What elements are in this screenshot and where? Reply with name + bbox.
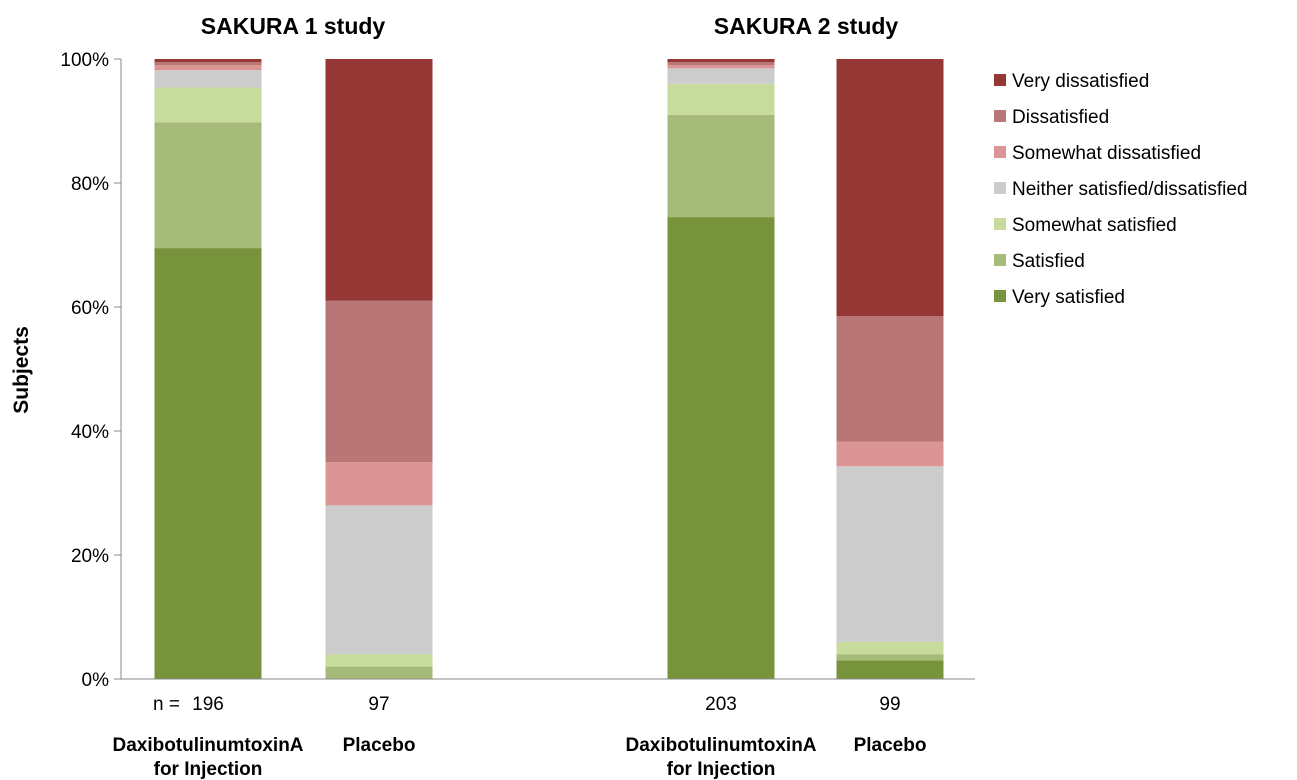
bar-segment: [325, 654, 433, 667]
bar-segment: [836, 654, 944, 661]
y-tick-label: 40%: [71, 422, 109, 443]
category-label: for Injection: [154, 759, 263, 780]
legend-swatch: [994, 74, 1006, 86]
legend-label: Satisfied: [1012, 251, 1085, 272]
legend-swatch: [994, 146, 1006, 158]
panel-title: SAKURA 2 study: [714, 13, 899, 39]
legend-swatch: [994, 182, 1006, 194]
legend-swatch: [994, 110, 1006, 122]
bar-segment: [667, 114, 775, 218]
bar-segment: [667, 83, 775, 115]
bar-segment: [325, 300, 433, 462]
bar-segment: [154, 122, 262, 249]
category-label: for Injection: [667, 759, 776, 780]
bar-segment: [154, 62, 262, 66]
legend: Very dissatisfied Dissatisfied Somewhat di…: [994, 71, 1248, 308]
bar-segment: [667, 65, 775, 69]
y-axis-label: Subjects: [10, 326, 33, 414]
bar-segment: [667, 59, 775, 63]
y-tick-label: 100%: [60, 50, 109, 71]
y-axis-ticks: 0% 20% 40% 60% 80% 100%: [60, 50, 121, 691]
bar-segment: [154, 87, 262, 123]
sample-size-prefix: n =: [153, 694, 180, 715]
category-label: Placebo: [854, 735, 927, 756]
bar-segment: [836, 660, 944, 679]
legend-label: Neither satisfied/dissatisfied: [1012, 179, 1248, 200]
category-label: DaxibotulinumtoxinA: [625, 735, 816, 756]
sample-size-label: 196: [192, 694, 224, 715]
sample-size-label: 99: [879, 694, 900, 715]
bar-segment: [667, 68, 775, 84]
legend-label: Dissatisfied: [1012, 107, 1109, 128]
bar-segment: [667, 217, 775, 679]
category-label: Placebo: [343, 735, 416, 756]
legend-label: Very satisfied: [1012, 287, 1125, 308]
legend-swatch: [994, 254, 1006, 266]
sample-size-label: 203: [705, 694, 737, 715]
bar-segment: [154, 65, 262, 71]
sample-size-label: 97: [368, 694, 389, 715]
y-tick-label: 20%: [71, 546, 109, 567]
y-tick-label: 80%: [71, 174, 109, 195]
y-tick-label: 60%: [71, 298, 109, 319]
bar-segment: [836, 59, 944, 317]
bar-segment: [836, 316, 944, 442]
category-labels: DaxibotulinumtoxinA for Injection Placebo D…: [112, 735, 926, 780]
bar-segment: [154, 70, 262, 88]
legend-label: Somewhat dissatisfied: [1012, 143, 1201, 164]
panel-title: SAKURA 1 study: [201, 13, 386, 39]
bar-segment: [154, 248, 262, 679]
legend-label: Very dissatisfied: [1012, 71, 1149, 92]
bar-segment: [325, 666, 433, 679]
panel-titles: SAKURA 1 study SAKURA 2 study: [201, 13, 899, 39]
y-tick-label: 0%: [82, 670, 110, 691]
bar-segment: [667, 62, 775, 66]
bar-segment: [325, 59, 433, 301]
bar-segment: [836, 641, 944, 655]
legend-label: Somewhat satisfied: [1012, 215, 1177, 236]
bar-segment: [325, 505, 433, 655]
bar-segment: [836, 466, 944, 642]
bar-segment: [836, 441, 944, 467]
category-label: DaxibotulinumtoxinA: [112, 735, 303, 756]
legend-swatch: [994, 218, 1006, 230]
legend-swatch: [994, 290, 1006, 302]
bar-segment: [325, 462, 433, 506]
bars: [154, 59, 944, 679]
sample-size-labels: 196 n = 97 203 99: [153, 694, 901, 715]
bar-segment: [154, 59, 262, 63]
